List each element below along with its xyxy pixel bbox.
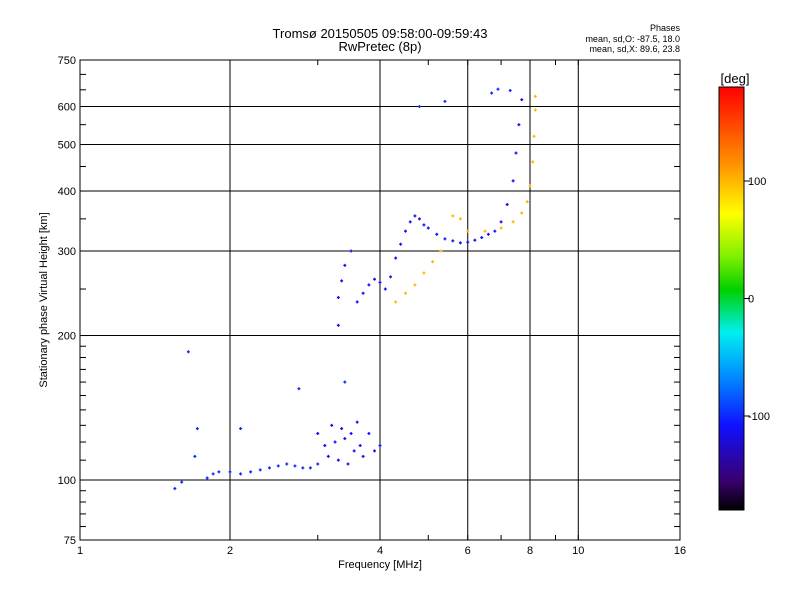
y-tick-label: 75 [64,535,76,547]
x-axis-label: Frequency [MHz] [338,559,422,571]
colorbar-ticks: 100 0 -100 [744,176,770,423]
y-tick-label: 600 [58,102,76,114]
x-tick-label: 8 [527,545,533,557]
y-tick-label: 200 [58,331,76,343]
colorbar [718,86,745,511]
x-tick-label: 2 [227,545,233,557]
x-tick-label: 6 [465,545,471,557]
chart-subtitle: RwPretec (8p) [338,39,422,54]
data-points [173,87,537,491]
grid-lines [80,60,680,540]
y-axis-label: Stationary phase Virtual Height [km] [38,212,50,387]
y-tick-label: 500 [58,140,76,152]
x-tick-label: 1 [77,545,83,557]
y-tick-label: 400 [58,186,76,198]
phase-o-stats: mean, sd,O: -87.5, 18.0 [585,34,680,44]
phases-label: Phases [649,23,680,33]
y-tick-label: 750 [58,55,76,67]
y-tick-label: 300 [58,246,76,258]
colorbar-label: [deg] [721,71,750,86]
chart-title: Tromsø 20150505 09:58:00-09:59:43 [272,26,488,41]
colorbar-tick-label: 100 [748,176,766,188]
x-tick-label: 16 [674,545,686,557]
x-axis: 1 2 4 6 8 10 16 [77,60,686,557]
y-tick-label: 100 [58,475,76,487]
x-tick-label: 10 [572,545,584,557]
colorbar-tick-label: 0 [748,294,754,306]
phase-x-stats: mean, sd,X: 89.6, 23.8 [589,44,680,54]
y-axis: 75 100 200 300 400 500 600 750 [58,55,680,547]
x-tick-label: 4 [377,545,383,557]
colorbar-tick-label: -100 [748,411,770,423]
